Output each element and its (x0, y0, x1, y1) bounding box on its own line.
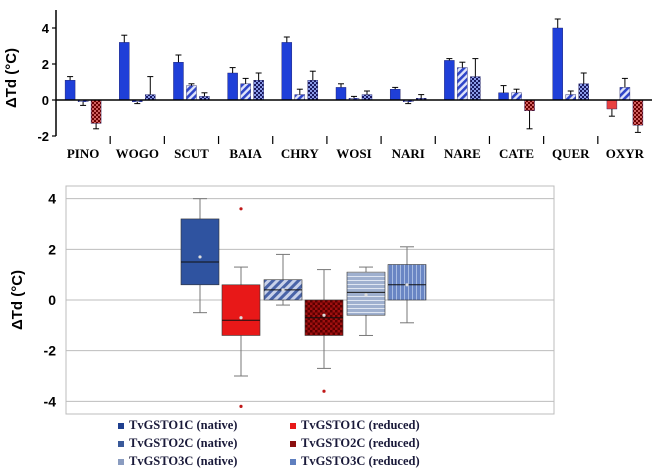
top-y-ticks: -2 0 2 4 (37, 21, 56, 144)
top-bar (90, 99, 102, 124)
top-bar (361, 94, 373, 101)
box-y-tick-label: 2 (48, 241, 56, 257)
legend-swatch (290, 459, 296, 465)
top-category-label: NARE (444, 146, 481, 161)
top-bar (457, 67, 468, 101)
top-bar (565, 94, 576, 101)
top-bar (619, 87, 631, 101)
top-bar (511, 92, 522, 101)
top-bar (552, 27, 563, 101)
box-y-tick-label: -2 (44, 343, 57, 359)
top-bar (227, 72, 238, 101)
top-bar (470, 76, 481, 101)
box-y-tick-label: 0 (48, 292, 56, 308)
box-mean-marker (198, 255, 202, 259)
legend-label: TvGSTO1C (native) (129, 418, 237, 432)
top-bar (524, 99, 535, 112)
top-bar (389, 88, 401, 101)
legend-swatch (290, 423, 296, 429)
top-bar (578, 83, 589, 101)
legend-swatch (118, 441, 124, 447)
box-outlier (239, 207, 243, 211)
box-iqr (180, 218, 220, 286)
box-y-tick-label: -4 (44, 393, 57, 409)
top-y-axis-label: ΔTd (°C) (3, 48, 20, 108)
top-category-label: WOSI (336, 146, 371, 161)
top-y-tick-label: 4 (42, 21, 50, 36)
top-bar (632, 99, 644, 126)
top-y-tick-label: -2 (37, 129, 49, 144)
box-outlier (322, 389, 326, 393)
top-category-label: WOGO (116, 146, 159, 161)
box-mean-marker (239, 316, 243, 320)
box-iqr (387, 264, 427, 301)
top-bar (253, 79, 264, 101)
legend-label: TvGSTO2C (reduced) (301, 436, 420, 450)
legend: TvGSTO1C (native) TvGSTO1C (reduced) TvGST… (118, 418, 420, 468)
top-bar (294, 94, 306, 101)
legend-swatch (290, 441, 296, 447)
legend-swatch (118, 459, 124, 465)
top-category-label: NARI (392, 146, 425, 161)
box-outlier (239, 404, 243, 408)
top-y-tick-label: 2 (42, 57, 49, 72)
top-category-label: SCUT (174, 146, 209, 161)
box-iqr (221, 284, 261, 336)
box-mean-marker (364, 293, 368, 297)
top-category-label: OXYR (606, 146, 645, 161)
top-bar (498, 92, 509, 101)
top-bar (145, 94, 156, 101)
top-bar (119, 42, 130, 101)
legend-label: TvGSTO3C (reduced) (301, 454, 420, 468)
box-mean-marker (281, 288, 285, 292)
top-bars (64, 18, 644, 133)
top-bar (281, 42, 293, 101)
top-y-tick-label: 0 (42, 93, 49, 108)
top-bar-chart: ΔTd (°C) -2 0 2 4 PINO WOGO SCUT BAIA CHRY WOSI N… (3, 10, 652, 161)
top-bar (606, 99, 618, 110)
top-bar (240, 83, 251, 101)
top-category-label: CATE (499, 146, 534, 161)
top-bar (307, 79, 319, 101)
legend-label: TvGSTO3C (native) (129, 454, 237, 468)
top-category-label: PINO (67, 146, 100, 161)
top-bar (186, 85, 197, 101)
top-category-label: QUER (552, 146, 590, 161)
top-category-label: CHRY (281, 146, 319, 161)
box-y-axis-label: ΔTd (°C) (9, 270, 26, 330)
box-y-ticks: -4 -2 0 2 4 (44, 191, 57, 410)
top-bar (173, 62, 184, 101)
box-iqr (346, 271, 386, 316)
top-bar (64, 79, 76, 101)
legend-swatch (118, 423, 124, 429)
box-mean-marker (322, 313, 326, 317)
top-bar (335, 87, 347, 101)
top-bar (444, 60, 455, 101)
box-mean-marker (405, 283, 409, 287)
box-gridlines (66, 198, 554, 402)
top-category-labels: PINO WOGO SCUT BAIA CHRY WOSI NARI NARE CATE QUER… (67, 136, 645, 161)
box-plot-chart: ΔTd (°C) -4 -2 0 2 4 (9, 185, 555, 415)
box-y-tick-label: 4 (48, 191, 56, 207)
legend-label: TvGSTO1C (reduced) (301, 418, 420, 432)
boxes (180, 198, 427, 408)
top-category-label: BAIA (229, 146, 262, 161)
legend-label: TvGSTO2C (native) (129, 436, 237, 450)
